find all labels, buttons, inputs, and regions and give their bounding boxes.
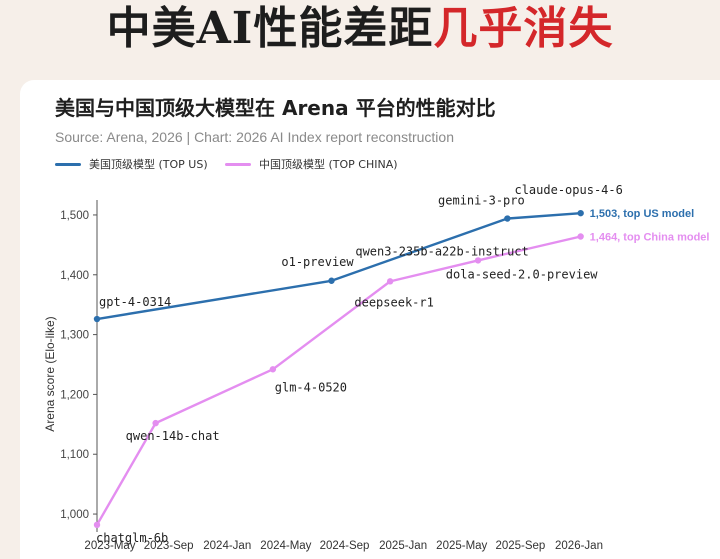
model-label: claude-opus-4-6 [514, 183, 622, 197]
chart-subtitle: Source: Arena, 2026 | Chart: 2026 AI Ind… [55, 129, 454, 145]
data-point [474, 257, 482, 264]
x-tick-label: 2023-Sep [144, 540, 194, 552]
x-tick-label: 2026-Jan [555, 540, 603, 552]
end-value-label: 1,464, top China model [590, 231, 710, 243]
data-point [504, 215, 511, 222]
data-point [328, 277, 335, 284]
x-tick-label: 2024-May [260, 540, 311, 552]
y-axis-title: Arena score (Elo-like) [43, 316, 57, 431]
model-label: dola-seed-2.0-preview [446, 267, 598, 281]
series-line-china [95, 235, 582, 527]
y-tick-label: 1,100 [60, 449, 89, 461]
y-tick-label: 1,300 [60, 330, 89, 342]
model-label: deepseek-r1 [354, 295, 433, 309]
model-label: glm-4-0520 [275, 380, 347, 394]
legend-swatch-china [225, 163, 251, 166]
chart-title: 美国与中国顶级大模型在 Arena 平台的性能对比 [55, 96, 496, 120]
data-point [386, 278, 394, 285]
model-label: gemini-3-pro [438, 194, 525, 208]
end-value-label: 1,503, top US model [590, 208, 695, 220]
chart-card [20, 80, 720, 559]
headline-part1: 中美AI性能差距 [106, 3, 434, 54]
legend-label-china: 中国顶级模型 (TOP CHINA) [259, 158, 398, 171]
data-point [152, 419, 159, 427]
legend-label-us: 美国顶级模型 (TOP US) [89, 158, 208, 171]
x-tick-label: 2025-Sep [495, 540, 545, 552]
data-point [269, 366, 277, 373]
y-tick-label: 1,500 [60, 210, 89, 222]
x-tick-label: 2025-May [436, 540, 487, 552]
model-label: o1-preview [281, 255, 354, 269]
data-point [93, 315, 101, 323]
y-tick-label: 1,000 [60, 509, 89, 521]
x-tick-label: 2023-May [84, 540, 135, 552]
y-tick-label: 1,200 [60, 389, 89, 401]
model-label: chatglm-6b [96, 531, 168, 545]
data-point [93, 521, 101, 529]
data-point [577, 233, 584, 240]
model-label: gpt-4-0314 [99, 295, 171, 309]
x-tick-label: 2025-Jan [379, 540, 427, 552]
data-point [577, 209, 584, 217]
series-line-us [95, 211, 582, 321]
x-tick-label: 2024-Jan [203, 540, 251, 552]
model-label: qwen3-235b-a22b-instruct [355, 244, 528, 258]
y-tick-label: 1,400 [60, 270, 89, 282]
headline: 中美AI性能差距几乎消失 [0, 0, 720, 60]
legend-swatch-us [55, 163, 81, 166]
x-tick-label: 2024-Sep [320, 540, 370, 552]
model-label: qwen-14b-chat [126, 429, 220, 443]
headline-part2: 几乎消失 [433, 3, 614, 54]
